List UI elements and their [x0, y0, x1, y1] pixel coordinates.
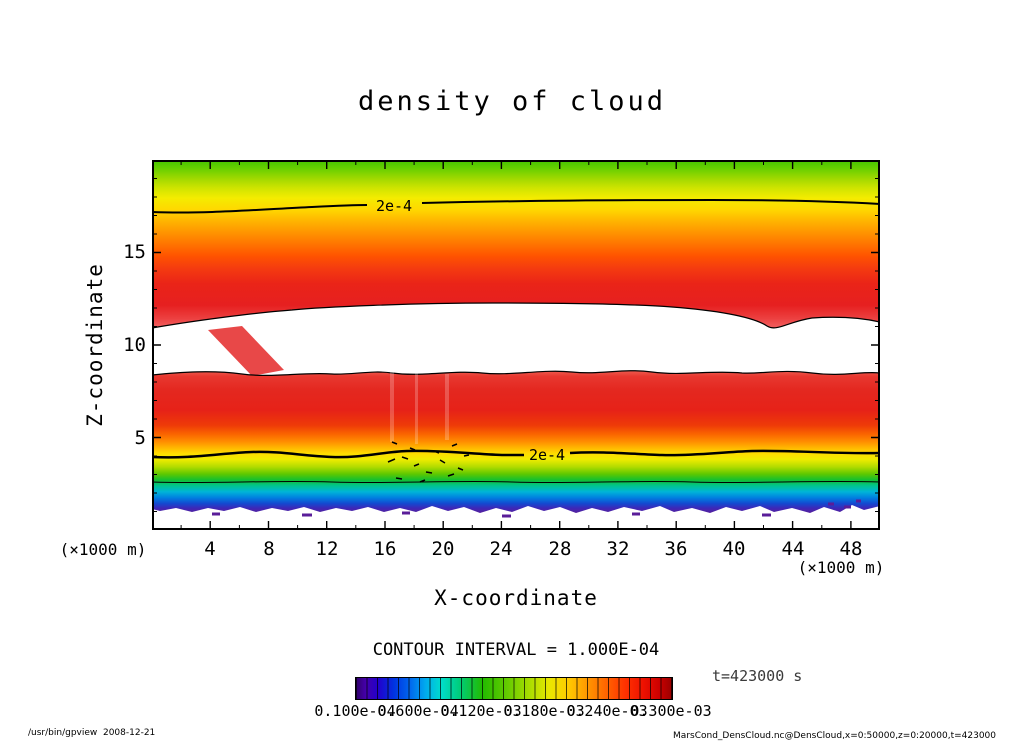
z-tick-5: 5 — [134, 427, 146, 449]
connecting-filament — [208, 326, 284, 376]
upper-cloud-band — [152, 160, 880, 328]
x-tick-40: 40 — [722, 538, 746, 560]
gap-bottom-contour-line — [151, 370, 881, 376]
noise-speckles — [387, 441, 470, 483]
x-tick-16: 16 — [373, 538, 397, 560]
x-tick-24: 24 — [489, 538, 513, 560]
z-minor-ticks — [152, 178, 880, 512]
gap-top-contour-line — [151, 302, 881, 329]
x-tick-28: 28 — [548, 538, 572, 560]
z-tick-10: 10 — [123, 334, 146, 356]
x-tick-8: 8 — [263, 538, 275, 560]
colorbar-label-4: 0.240e-03 — [566, 702, 648, 720]
x-tick-12: 12 — [315, 538, 339, 560]
colorbar-label-5: 0.300e-03 — [630, 702, 712, 720]
time-label: t=423000 s — [712, 667, 803, 685]
x-tick-4: 4 — [204, 538, 216, 560]
footer-source: MarsCond_DensCloud.nc@DensCloud,x=0:5000… — [673, 731, 996, 741]
plot-frame — [152, 160, 880, 530]
striation-texture — [390, 370, 449, 444]
plot-area: 2e-4 2e-4 — [151, 160, 881, 530]
lower-contour-label: 2e-4 — [529, 446, 565, 464]
contour-interval-label: CONTOUR INTERVAL = 1.000E-04 — [372, 640, 660, 660]
upper-contour-label: 2e-4 — [376, 197, 412, 215]
thin-lower-contour — [151, 480, 881, 484]
x-unit-right: (×1000 m) — [797, 558, 885, 577]
x-tick-44: 44 — [781, 538, 805, 560]
x-tick-20: 20 — [431, 538, 455, 560]
x-major-ticks — [209, 160, 852, 530]
z-tick-15: 15 — [123, 241, 146, 263]
x-axis-label: X-coordinate — [434, 586, 598, 610]
footer-command: /usr/bin/gpview 2008-12-21 — [28, 728, 156, 738]
z-axis-label: Z-coordinate — [83, 263, 107, 427]
x-tick-48: 48 — [839, 538, 863, 560]
colorbar-label-0: 0.100e-04 — [314, 702, 396, 720]
lower-cloud-band — [152, 370, 880, 513]
colorbar-label-3: 0.180e-03 — [503, 702, 585, 720]
chart-title: density of cloud — [357, 86, 667, 117]
x-unit-left: (×1000 m) — [59, 540, 147, 559]
lower-contour-2e-4 — [151, 449, 881, 459]
x-minor-ticks — [180, 160, 823, 530]
x-tick-32: 32 — [606, 538, 630, 560]
z-major-ticks — [152, 251, 880, 439]
bottom-purple-speckles — [212, 499, 861, 518]
colorbar-label-2: 0.120e-03 — [440, 702, 522, 720]
upper-contour-2e-4 — [151, 198, 881, 214]
contour-plot-svg: 2e-4 2e-4 — [151, 160, 881, 530]
colorbar — [355, 677, 673, 700]
colorbar-label-1: 0.600e-04 — [377, 702, 459, 720]
x-tick-36: 36 — [664, 538, 688, 560]
